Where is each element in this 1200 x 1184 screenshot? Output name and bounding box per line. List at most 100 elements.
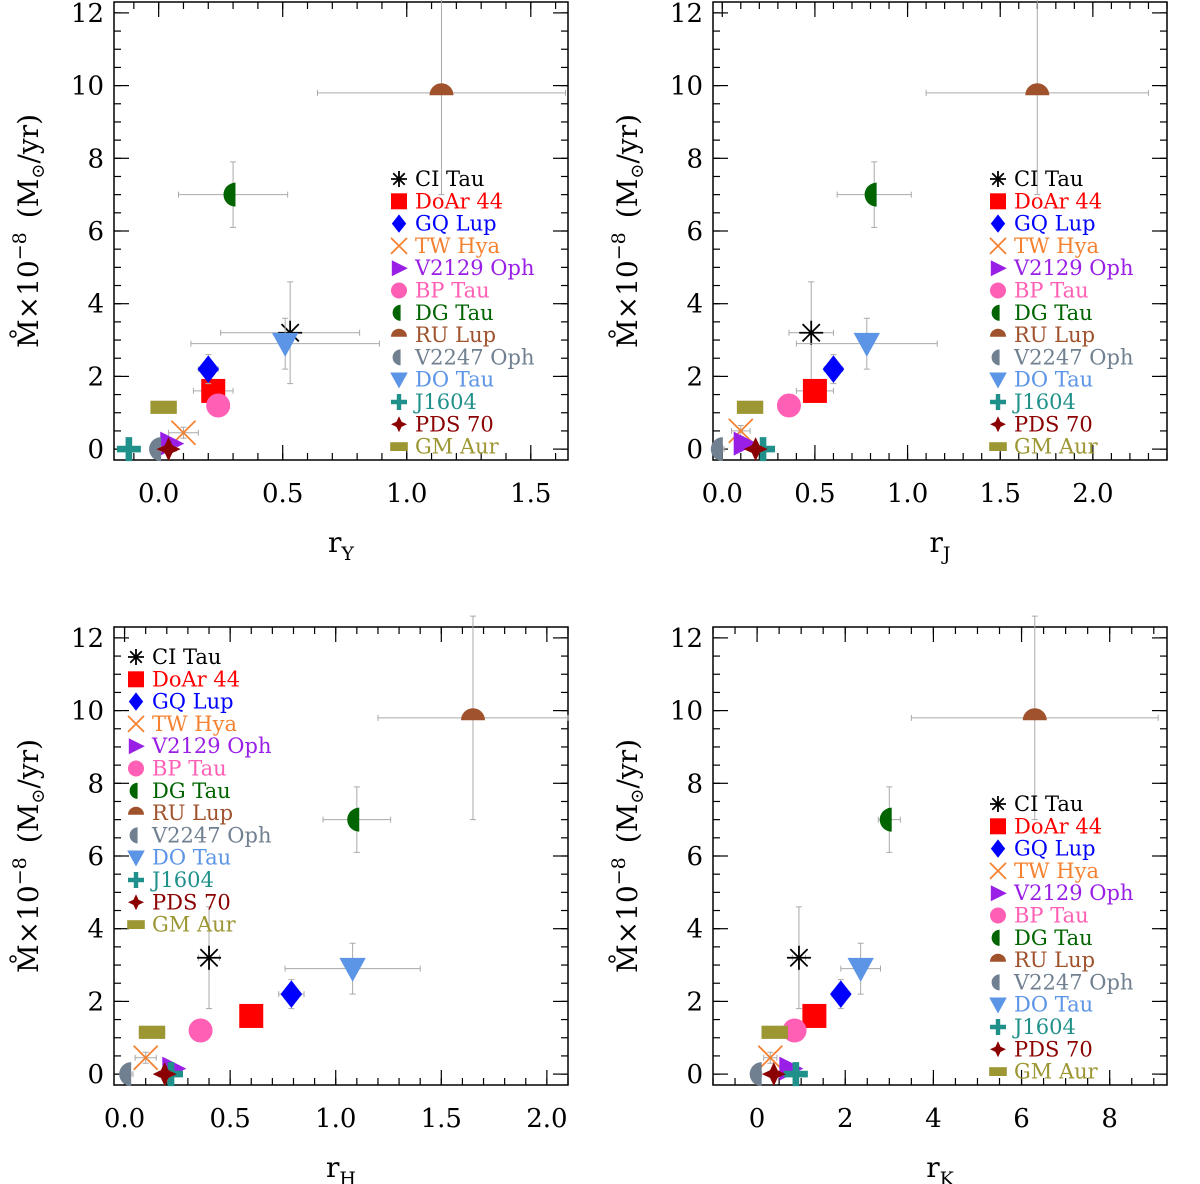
legend-label: DoAr 44: [415, 189, 503, 213]
y-axis-label-exponent: −8: [9, 232, 31, 260]
point-bp-tau: [206, 393, 231, 418]
legend-marker-tw-hya: [127, 715, 145, 733]
legend-entry-j1604: J1604: [391, 390, 477, 414]
y-tick-label: 8: [87, 144, 104, 174]
legend-entry-doar-44: DoAr 44: [990, 814, 1102, 838]
y-axis-label-exponent: −8: [9, 857, 31, 885]
marker-pds-70: [761, 1062, 786, 1087]
point-ci-tau: [786, 906, 811, 1010]
sun-symbol: ⊙: [627, 164, 648, 179]
legend-entry-v2129-oph: V2129 Oph: [391, 256, 534, 280]
x-tick-label: 1.0: [315, 1104, 356, 1134]
marker-v2247-oph: [710, 437, 723, 462]
plot-frame: [712, 1, 1168, 461]
legend-marker-ru-lup: [990, 328, 1006, 337]
x-axis-label-subscript: Y: [340, 543, 354, 565]
legend-label: DoAr 44: [1014, 189, 1102, 213]
y-tick-label: 8: [87, 769, 104, 799]
point-v2129-oph: [733, 431, 758, 456]
panel-y: 0.0 0.5 1.0 1.5 0 2 4 6 8 10 12 rY M×10−8 (M⊙/yr) CI T…: [9, 0, 569, 565]
y-tick-label: 12: [71, 624, 104, 654]
legend-marker-gq-lup: [128, 692, 144, 711]
x-axis-label: rJ: [929, 526, 950, 565]
legend-label: DG Tau: [1014, 926, 1093, 950]
y-tick-label: 4: [686, 290, 703, 320]
legend-label: PDS 70: [1014, 1037, 1093, 1061]
x-tick-label: 4: [925, 1104, 942, 1134]
legend-entry-bp-tau: BP Tau: [391, 279, 490, 303]
plot-frame: [113, 1, 569, 461]
legend-marker-v2247-oph: [991, 349, 1000, 366]
marker-pds-70: [156, 437, 181, 462]
point-gq-lup: [197, 354, 220, 385]
legend-entry-doar-44: DoAr 44: [990, 189, 1102, 213]
marker-do-tau: [847, 957, 874, 982]
legend-marker-v2247-oph: [392, 349, 401, 366]
marker-doar-44: [802, 1003, 827, 1028]
y-tick-label: 2: [686, 987, 703, 1017]
legend-marker-tw-hya: [989, 862, 1007, 880]
y-axis-label-unit-tail: /yr): [12, 739, 45, 789]
point-bp-tau: [776, 393, 801, 418]
legend-marker-doar-44: [990, 193, 1006, 210]
legend-marker-gq-lup: [391, 214, 407, 233]
y-axis-label-unit-tail: /yr): [611, 114, 644, 164]
y-axis-label-unit: (M: [611, 179, 644, 219]
y-tick-label: 0: [686, 1060, 703, 1090]
legend-label: GQ Lup: [152, 690, 234, 714]
data-points: [710, 0, 1149, 462]
marker-pds-70: [152, 1062, 177, 1087]
marker-tw-hya: [133, 1045, 159, 1071]
x-axis-label-subscript: K: [940, 1168, 955, 1184]
mdot-group: [608, 955, 616, 963]
x-axis-label: rY: [328, 526, 354, 565]
legend-marker-v2247-oph: [129, 827, 138, 844]
legend-entry-bp-tau: BP Tau: [990, 279, 1089, 303]
marker-ru-lup: [429, 83, 454, 96]
x-tick-label: 0.0: [104, 1104, 145, 1134]
legend-entry-do-tau: DO Tau: [390, 368, 494, 392]
legend-entry-j1604: J1604: [990, 1015, 1076, 1039]
point-ru-lup: [925, 0, 1149, 196]
legend-marker-bp-tau: [391, 282, 407, 299]
legend-label: TW Hya: [415, 234, 500, 258]
point-do-tau: [795, 317, 938, 370]
legend-entry-v2129-oph: V2129 Oph: [128, 734, 271, 758]
y-tick-label: 2: [87, 987, 104, 1017]
legend-entry-ci-tau: CI Tau: [128, 645, 221, 669]
point-do-tau: [284, 942, 421, 995]
legend-entry-j1604: J1604: [128, 868, 214, 892]
legend-label: J1604: [1012, 1015, 1076, 1039]
marker-v2247-oph: [119, 1062, 132, 1087]
legend-entry-tw-hya: TW Hya: [989, 234, 1099, 258]
x-tick-label: 1.0: [386, 479, 427, 509]
sun-symbol: ⊙: [28, 789, 49, 804]
legend-label: BP Tau: [152, 757, 227, 781]
legend-label: PDS 70: [1014, 412, 1093, 436]
point-tw-hya: [133, 1045, 159, 1071]
legend-marker-gq-lup: [990, 214, 1006, 233]
legend-entry-gm-aur: GM Aur: [989, 1060, 1099, 1084]
point-pds-70: [761, 1062, 786, 1087]
marker-gq-lup: [280, 980, 303, 1008]
x-tick-label: 1.5: [980, 479, 1021, 509]
y-tick-label: 2: [686, 362, 703, 392]
legend-label: DG Tau: [415, 301, 494, 325]
legend-label: DoAr 44: [152, 667, 240, 691]
point-bp-tau: [188, 1018, 213, 1043]
legend-label: CI Tau: [415, 167, 484, 191]
y-tick-label: 6: [87, 842, 104, 872]
legend-label: V2247 Oph: [1013, 970, 1133, 994]
x-tick-label: 2: [837, 1104, 854, 1134]
legend-entry-ru-lup: RU Lup: [391, 323, 496, 347]
point-do-tau: [190, 317, 380, 370]
marker-bp-tau: [776, 393, 801, 418]
data-points: [116, 0, 567, 462]
point-do-tau: [840, 942, 881, 995]
legend-entry-doar-44: DoAr 44: [391, 189, 503, 213]
x-tick-label: 1.0: [887, 479, 928, 509]
legend-entry-dg-tau: DG Tau: [991, 926, 1093, 950]
marker-gm-aur: [138, 1025, 166, 1039]
marker-ci-tau: [786, 945, 811, 970]
